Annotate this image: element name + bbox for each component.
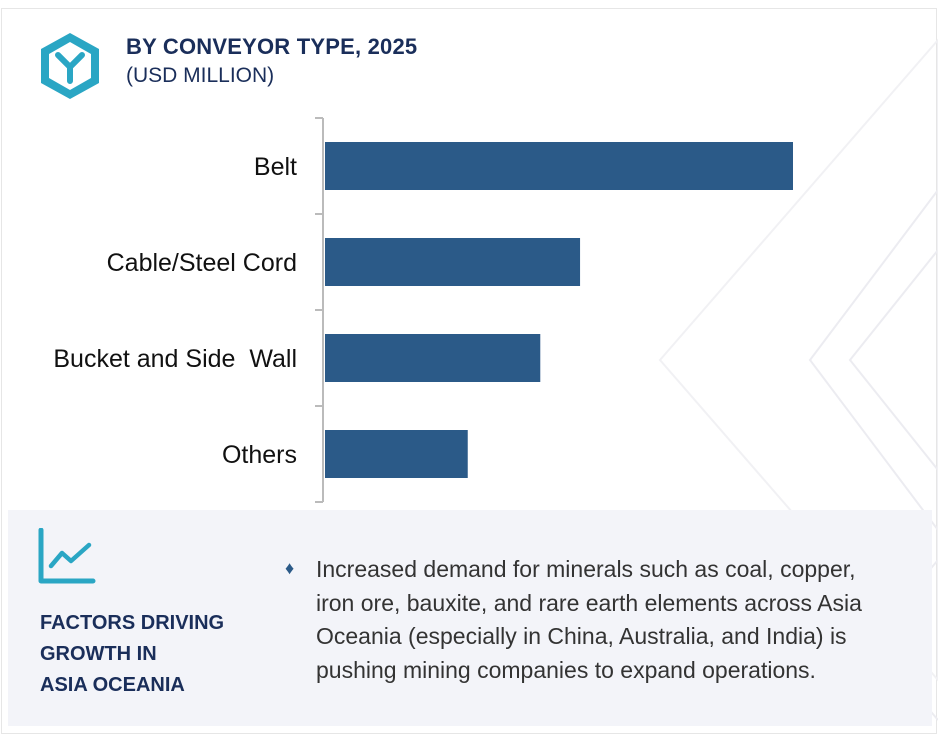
factors-title: FACTORS DRIVING GROWTH IN ASIA OCEANIA <box>40 608 224 701</box>
factors-title-line: GROWTH IN <box>40 643 157 665</box>
bullet-line: iron ore, bauxite, and rare earth elemen… <box>316 589 862 616</box>
trend-chart-icon <box>38 528 96 584</box>
chart-subtitle: (USD MILLION) <box>126 64 275 87</box>
factor-bullet-text: Increased demand for minerals such as co… <box>316 553 916 687</box>
category-label: Cable/Steel Cord <box>107 249 297 277</box>
bullet-line: Oceania (especially in China, Australia,… <box>316 623 847 649</box>
bar <box>325 142 793 190</box>
chart-title: BY CONVEYOR TYPE, 2025 <box>126 34 418 59</box>
bar <box>325 430 468 478</box>
diamond-bullet-icon: ♦ <box>285 558 295 578</box>
conveyor-type-bar-chart: Belt Cable/Steel Cord Bucket and Side Wall… <box>53 117 793 503</box>
category-label: Others <box>222 441 297 469</box>
category-label: Bucket and Side Wall <box>53 345 297 373</box>
bullet-line: pushing mining companies to expand opera… <box>316 656 816 683</box>
category-label: Belt <box>254 153 297 181</box>
bar <box>325 238 581 286</box>
bullet-line: Increased demand for minerals such as co… <box>316 556 856 582</box>
cube-y-logo-icon <box>41 33 99 99</box>
factors-title-line: ASIA OCEANIA <box>40 674 185 696</box>
factors-title-line: FACTORS DRIVING <box>40 612 225 634</box>
bar <box>325 334 541 382</box>
factors-panel <box>8 510 932 726</box>
